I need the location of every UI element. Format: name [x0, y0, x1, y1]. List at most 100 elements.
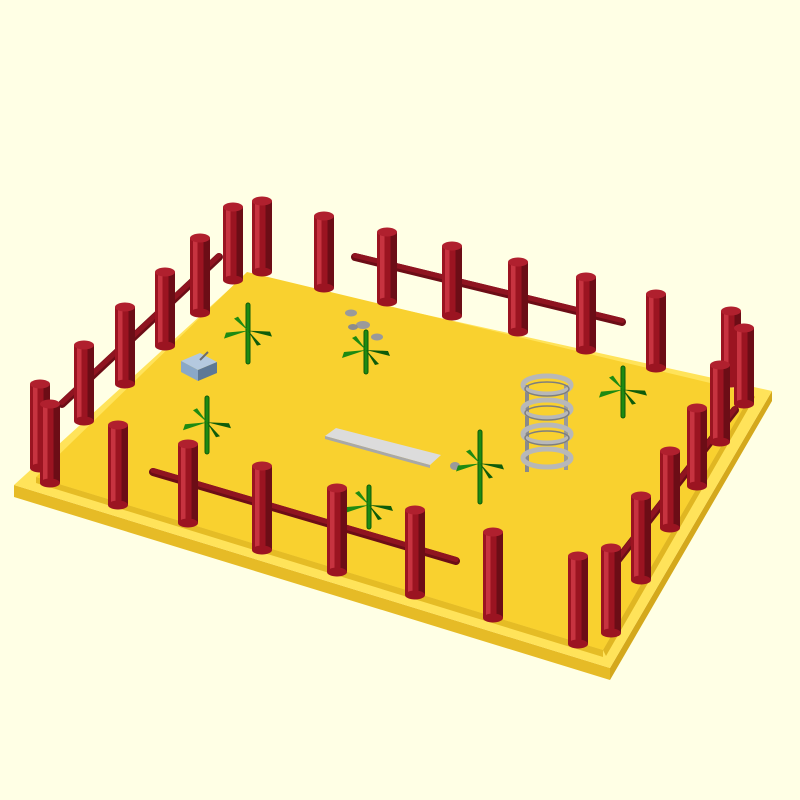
plant-leaf	[355, 491, 369, 505]
fence-post	[646, 289, 666, 373]
stone	[345, 309, 357, 317]
plant-leaf	[480, 463, 493, 479]
post-top	[74, 340, 94, 350]
post-base	[687, 481, 707, 491]
post-highlight	[737, 328, 742, 404]
post-base	[178, 518, 198, 528]
post-shade	[723, 365, 730, 442]
post-base	[155, 341, 175, 351]
post-top	[601, 543, 621, 553]
post-shade	[644, 496, 651, 580]
plant-leaf	[369, 505, 393, 511]
stone	[356, 321, 370, 329]
small-box	[181, 351, 217, 381]
post-base	[601, 628, 621, 638]
post-shade	[455, 246, 462, 316]
post-top	[190, 233, 210, 243]
post-base	[734, 399, 754, 409]
post-highlight	[511, 262, 516, 332]
post-highlight	[255, 466, 260, 550]
post-highlight	[317, 216, 322, 288]
post-highlight	[77, 345, 82, 421]
flat-slab	[325, 428, 441, 468]
post-shade	[700, 408, 707, 486]
plant-leaf	[183, 422, 207, 431]
fence-post	[631, 491, 651, 585]
post-highlight	[181, 444, 186, 523]
post-shade	[673, 451, 680, 528]
fence-post	[576, 272, 596, 355]
post-highlight	[330, 488, 335, 572]
fence-posts	[30, 196, 754, 649]
post-highlight	[408, 510, 413, 595]
post-top	[223, 202, 243, 212]
post-shade	[340, 488, 347, 572]
plant	[342, 329, 390, 375]
post-base	[405, 590, 425, 600]
post-top	[252, 196, 272, 206]
post-highlight	[380, 232, 385, 302]
fence-post	[568, 551, 588, 649]
plant-leaf	[342, 350, 366, 358]
post-base	[508, 327, 528, 337]
post-highlight	[445, 246, 450, 316]
plant	[599, 365, 647, 419]
spiral-climber	[520, 373, 574, 472]
post-highlight	[33, 384, 38, 468]
plant	[345, 484, 393, 530]
plant-leaf	[224, 330, 248, 339]
post-shade	[168, 272, 175, 346]
fence-post	[327, 483, 347, 577]
plants	[183, 302, 647, 530]
box-handle	[199, 351, 209, 361]
post-top	[568, 551, 588, 561]
post-highlight	[690, 408, 695, 486]
post-shade	[87, 345, 94, 421]
fence-post	[108, 420, 128, 510]
post-top	[483, 527, 503, 537]
post-base	[252, 545, 272, 555]
post-top	[508, 257, 528, 267]
fence-post	[74, 340, 94, 426]
plant-leaf	[352, 336, 366, 350]
post-highlight	[226, 207, 231, 280]
post-top	[734, 323, 754, 333]
post-shade	[236, 207, 243, 280]
ground-base-front-face	[14, 485, 610, 680]
post-shade	[128, 307, 135, 384]
climber-ring-shade	[524, 405, 570, 421]
post-top	[327, 483, 347, 493]
post-highlight	[118, 307, 123, 384]
plant-leaf	[623, 389, 647, 396]
post-top	[314, 211, 334, 221]
plant-leaf	[599, 389, 623, 398]
post-shade	[203, 238, 210, 313]
post-shade	[191, 444, 198, 523]
plant-leaf	[248, 330, 272, 337]
plant-leaf	[609, 375, 623, 390]
plant	[224, 302, 272, 365]
fence-post	[710, 360, 730, 447]
plant	[183, 395, 231, 455]
fence-post	[442, 241, 462, 321]
climber-ring-shade	[524, 381, 570, 397]
post-base	[223, 275, 243, 285]
plant-leaf	[366, 350, 390, 356]
post-top	[405, 505, 425, 515]
post-base	[483, 613, 503, 623]
post-top	[576, 272, 596, 282]
slab-edge	[325, 436, 430, 468]
plant-leaf	[207, 422, 231, 429]
post-base	[115, 379, 135, 389]
post-top	[30, 379, 50, 389]
plant-leaf	[466, 449, 480, 464]
fence-post	[377, 227, 397, 307]
post-highlight	[579, 277, 584, 350]
plant	[456, 429, 504, 505]
fence-post	[115, 302, 135, 389]
post-top	[377, 227, 397, 237]
post-top	[252, 461, 272, 471]
post-top	[115, 302, 135, 312]
post-base	[327, 567, 347, 577]
post-shade	[53, 404, 60, 483]
